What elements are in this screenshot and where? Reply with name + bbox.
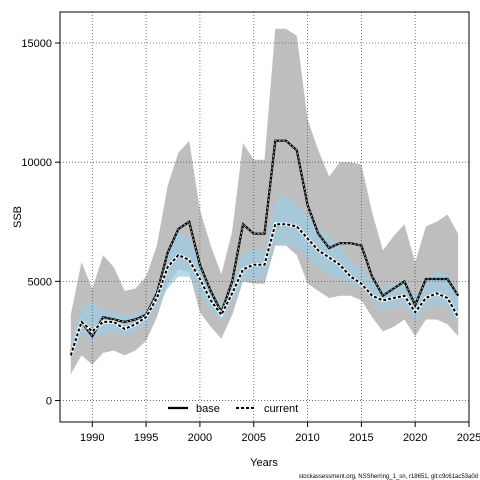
footer-credit: stockassessment.org, NSSherring_1_sn, r1… (299, 474, 478, 480)
x-tick-label-1990: 1990 (80, 432, 104, 444)
x-tick-label-2000: 2000 (188, 432, 212, 444)
y-tick-label-0: 0 (46, 396, 52, 408)
confidence-bands (70, 28, 459, 375)
y-tick-label-15000: 15000 (21, 38, 52, 50)
x-tick-label-2005: 2005 (241, 432, 265, 444)
y-axis: 0 5000 10000 15000 (21, 38, 60, 408)
y-tick-label-5000: 5000 (28, 276, 52, 288)
x-axis-label: Years (250, 457, 278, 469)
band-current (70, 195, 459, 360)
y-axis-label: SSB (12, 206, 24, 228)
x-tick-label-2025: 2025 (457, 432, 480, 444)
y-tick-label-10000: 10000 (21, 157, 52, 169)
x-tick-label-2015: 2015 (349, 432, 373, 444)
line-highlight-base (70, 140, 459, 354)
x-tick-label-1995: 1995 (134, 432, 158, 444)
x-tick-label-2010: 2010 (295, 432, 319, 444)
plot-frame (59, 11, 470, 423)
line-current (69, 223, 460, 356)
x-axis: 1990 1995 2000 2005 2010 2015 2020 2025 (80, 422, 480, 444)
legend: base current (168, 403, 298, 415)
legend-label-current: current (264, 403, 298, 415)
series-lines (69, 139, 460, 356)
legend-label-base: base (196, 403, 220, 415)
x-tick-label-2020: 2020 (403, 432, 427, 444)
